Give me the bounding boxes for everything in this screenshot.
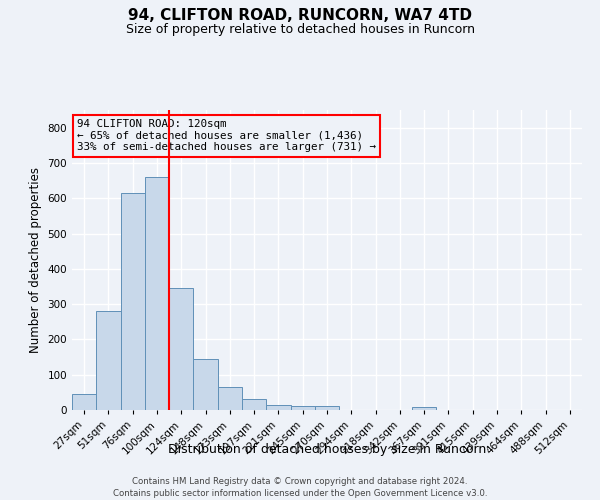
- Text: Contains public sector information licensed under the Open Government Licence v3: Contains public sector information licen…: [113, 489, 487, 498]
- Bar: [121, 193, 145, 410]
- Bar: [290, 406, 315, 410]
- Bar: [218, 387, 242, 410]
- Bar: [72, 394, 96, 410]
- Bar: [412, 407, 436, 410]
- Bar: [145, 177, 169, 410]
- Bar: [242, 400, 266, 410]
- Bar: [193, 359, 218, 410]
- Bar: [315, 406, 339, 410]
- Text: 94, CLIFTON ROAD, RUNCORN, WA7 4TD: 94, CLIFTON ROAD, RUNCORN, WA7 4TD: [128, 8, 472, 22]
- Text: Contains HM Land Registry data © Crown copyright and database right 2024.: Contains HM Land Registry data © Crown c…: [132, 478, 468, 486]
- Bar: [169, 288, 193, 410]
- Y-axis label: Number of detached properties: Number of detached properties: [29, 167, 42, 353]
- Text: 94 CLIFTON ROAD: 120sqm
← 65% of detached houses are smaller (1,436)
33% of semi: 94 CLIFTON ROAD: 120sqm ← 65% of detache…: [77, 119, 376, 152]
- Bar: [96, 311, 121, 410]
- Bar: [266, 406, 290, 410]
- Text: Distribution of detached houses by size in Runcorn: Distribution of detached houses by size …: [168, 442, 486, 456]
- Text: Size of property relative to detached houses in Runcorn: Size of property relative to detached ho…: [125, 22, 475, 36]
